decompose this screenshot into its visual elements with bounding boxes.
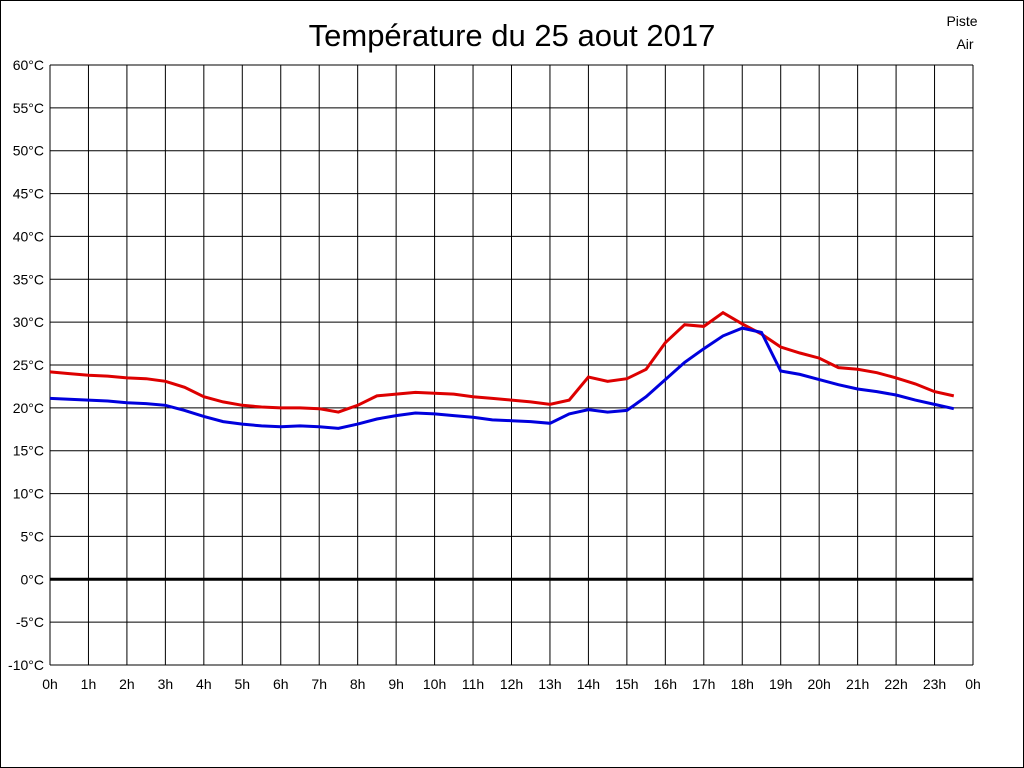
x-axis-labels: 0h 1h 2h 3h 4h 5h 6h 7h 8h 9h 10h 11h 12h 13h 14h 15h 16… bbox=[42, 676, 981, 692]
y-tick-label: -5°C bbox=[16, 614, 44, 630]
y-tick-label: 25°C bbox=[13, 357, 44, 373]
x-tick-label: 18h bbox=[731, 676, 754, 692]
y-tick-label: 5°C bbox=[21, 528, 45, 544]
x-tick-label: 7h bbox=[311, 676, 327, 692]
page-title: Température du 25 aout 2017 bbox=[309, 18, 716, 53]
y-tick-label: 0°C bbox=[21, 571, 45, 587]
x-tick-label: 19h bbox=[769, 676, 792, 692]
x-tick-label: 3h bbox=[158, 676, 174, 692]
series-line-piste bbox=[49, 310, 955, 414]
y-tick-label: 55°C bbox=[13, 100, 44, 116]
x-tick-label: 0h bbox=[965, 676, 981, 692]
y-tick-label: 30°C bbox=[13, 314, 44, 330]
y-tick-label: 45°C bbox=[13, 186, 44, 202]
x-tick-label: 21h bbox=[846, 676, 869, 692]
x-tick-label: 9h bbox=[388, 676, 404, 692]
x-tick-label: 12h bbox=[500, 676, 523, 692]
y-tick-label: 10°C bbox=[13, 486, 44, 502]
x-tick-label: 14h bbox=[577, 676, 600, 692]
x-tick-label: 20h bbox=[807, 676, 830, 692]
x-tick-label: 2h bbox=[119, 676, 135, 692]
x-tick-label: 23h bbox=[923, 676, 946, 692]
x-tick-label: 22h bbox=[884, 676, 907, 692]
x-tick-label: 5h bbox=[235, 676, 251, 692]
x-tick-label: 13h bbox=[538, 676, 561, 692]
x-tick-label: 1h bbox=[81, 676, 97, 692]
x-tick-label: 4h bbox=[196, 676, 212, 692]
x-tick-label: 15h bbox=[615, 676, 638, 692]
x-tick-label: 0h bbox=[42, 676, 58, 692]
x-tick-label: 17h bbox=[692, 676, 715, 692]
x-tick-label: 11h bbox=[462, 676, 484, 692]
y-axis-labels: 60°C 55°C 50°C 45°C 40°C 35°C 30°C 25°C 20°C 15°C… bbox=[8, 57, 44, 673]
y-tick-label: 40°C bbox=[13, 228, 44, 244]
series-lines bbox=[49, 310, 955, 430]
series-line-air bbox=[49, 326, 955, 430]
y-tick-label: 60°C bbox=[13, 57, 44, 73]
y-tick-label: 50°C bbox=[13, 143, 44, 159]
legend-label-air: Air bbox=[956, 36, 973, 52]
x-tick-label: 6h bbox=[273, 676, 289, 692]
legend-label-piste: Piste bbox=[946, 13, 977, 29]
y-tick-label: 15°C bbox=[13, 443, 44, 459]
y-tick-label: 35°C bbox=[13, 271, 44, 287]
x-tick-label: 10h bbox=[423, 676, 446, 692]
y-tick-label: -10°C bbox=[8, 657, 44, 673]
legend: Piste Air bbox=[946, 13, 977, 52]
y-tick-label: 20°C bbox=[13, 400, 44, 416]
x-tick-label: 8h bbox=[350, 676, 366, 692]
x-tick-label: 16h bbox=[654, 676, 677, 692]
